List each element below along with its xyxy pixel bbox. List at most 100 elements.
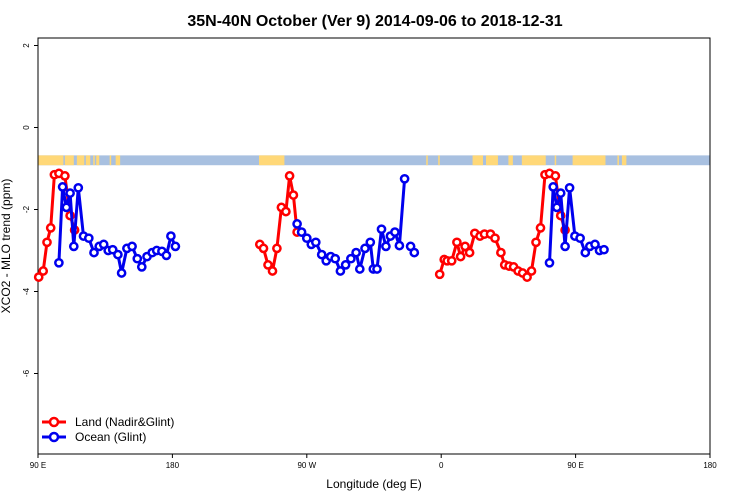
- y-tick-label-4: -6: [22, 369, 31, 377]
- point-ocean-3-0: [544, 257, 555, 268]
- point-land-0-6: [60, 171, 70, 181]
- land-band-13: [508, 155, 513, 166]
- legend: Land (Nadir&Glint) Ocean (Glint): [42, 415, 174, 444]
- point-land-0-1: [38, 266, 49, 276]
- land-band-3: [85, 155, 91, 166]
- point-ocean-1-13: [354, 264, 365, 274]
- series-line-ocean-0: [57, 185, 177, 275]
- legend-label-ocean: Ocean (Glint): [75, 430, 146, 444]
- point-ocean-1-8: [330, 253, 341, 264]
- point-ocean-1-22: [394, 240, 405, 251]
- point-ocean-1-21: [390, 227, 400, 237]
- point-ocean-0-25: [170, 241, 181, 252]
- x-tick-label-5: 180: [703, 461, 717, 470]
- land-sea-band: [38, 155, 710, 166]
- point-land-1-1: [258, 243, 269, 254]
- point-ocean-1-0: [292, 219, 302, 229]
- point-ocean-3-7: [575, 233, 585, 244]
- land-band-14: [521, 155, 546, 166]
- point-ocean-1-10: [340, 260, 351, 270]
- point-land-2-25: [550, 171, 561, 181]
- x-tick-label-2: 90 W: [297, 461, 316, 470]
- y-tick-label-0: 2: [22, 43, 31, 48]
- point-ocean-3-5: [564, 182, 575, 193]
- point-ocean-1-19: [381, 241, 391, 252]
- point-ocean-2-1: [409, 247, 420, 258]
- land-band-1: [64, 155, 74, 166]
- point-land-0-3: [45, 223, 56, 233]
- x-tick-label-4: 90 E: [567, 461, 583, 470]
- series-line-land-2: [438, 171, 567, 279]
- point-land-2-3: [446, 255, 457, 266]
- point-ocean-1-11: [346, 253, 356, 264]
- point-land-1-8: [288, 190, 299, 200]
- y-tick-label-2: -2: [22, 205, 31, 213]
- point-ocean-1-18: [376, 224, 387, 235]
- land-band-0: [38, 155, 64, 166]
- point-ocean-3-4: [560, 241, 570, 252]
- point-land-1-2: [263, 260, 273, 270]
- ocean-band: [38, 155, 710, 166]
- point-ocean-1-1: [296, 227, 307, 237]
- point-ocean-3-3: [555, 188, 566, 198]
- land-band-5: [96, 155, 100, 166]
- point-land-2-12: [490, 233, 500, 244]
- series-line-land-1: [258, 174, 299, 273]
- x-axis-label: Longitude (deg E): [326, 477, 421, 491]
- point-ocean-1-4: [310, 237, 321, 248]
- point-ocean-1-23: [399, 173, 410, 184]
- point-ocean-1-17: [372, 264, 382, 274]
- point-land-2-6: [460, 241, 470, 252]
- y-tick-label-3: -4: [22, 287, 31, 295]
- x-tick-label-3: 0: [439, 461, 444, 470]
- point-ocean-0-7: [83, 233, 94, 244]
- y-tick-label-1: 0: [22, 125, 31, 130]
- land-band-12: [486, 155, 498, 166]
- point-ocean-0-8: [89, 247, 99, 258]
- point-ocean-0-14: [116, 268, 127, 278]
- land-band-10: [438, 155, 440, 166]
- point-land-2-20: [526, 266, 537, 276]
- point-land-2-21: [531, 237, 541, 248]
- point-land-2-19: [522, 272, 532, 282]
- point-land-2-4: [452, 237, 462, 248]
- point-ocean-0-4: [68, 241, 79, 252]
- land-band-16: [572, 155, 606, 166]
- point-ocean-3-8: [580, 247, 591, 258]
- x-tick-label-1: 180: [166, 461, 180, 470]
- point-ocean-1-5: [316, 249, 327, 260]
- y-axis-label: XCO2 - MLO trend (ppm): [0, 179, 13, 314]
- point-ocean-0-13: [113, 249, 123, 260]
- point-ocean-3-1: [548, 182, 559, 192]
- series-land: [33, 168, 570, 282]
- land-band-4: [93, 155, 95, 166]
- land-band-9: [426, 155, 428, 166]
- point-ocean-0-16: [127, 241, 137, 252]
- point-ocean-0-23: [161, 250, 172, 261]
- point-ocean-1-12: [351, 247, 361, 258]
- point-land-1-3: [267, 266, 278, 276]
- point-ocean-0-2: [61, 202, 72, 213]
- plot-frame: [37, 37, 711, 455]
- point-land-2-22: [535, 223, 546, 233]
- legend-marker-ocean: [48, 431, 60, 443]
- point-ocean-3-10: [590, 239, 600, 250]
- point-land-2-13: [496, 247, 506, 258]
- legend-label-land: Land (Nadir&Glint): [75, 415, 174, 429]
- point-land-1-6: [281, 206, 291, 217]
- point-land-1-4: [272, 243, 282, 254]
- x-tick-label-0: 90 E: [30, 461, 46, 470]
- point-land-2-5: [455, 251, 466, 262]
- point-land-0-2: [42, 237, 52, 248]
- point-ocean-1-14: [360, 243, 370, 254]
- point-ocean-0-18: [136, 262, 147, 272]
- point-ocean-3-12: [599, 244, 609, 255]
- point-land-2-7: [464, 247, 475, 258]
- point-land-2-0: [434, 269, 445, 280]
- point-ocean-0-17: [132, 253, 143, 264]
- point-land-0-0: [33, 272, 44, 282]
- legend-marker-land: [48, 416, 60, 428]
- land-band-17: [617, 155, 619, 166]
- point-ocean-0-10: [98, 239, 109, 250]
